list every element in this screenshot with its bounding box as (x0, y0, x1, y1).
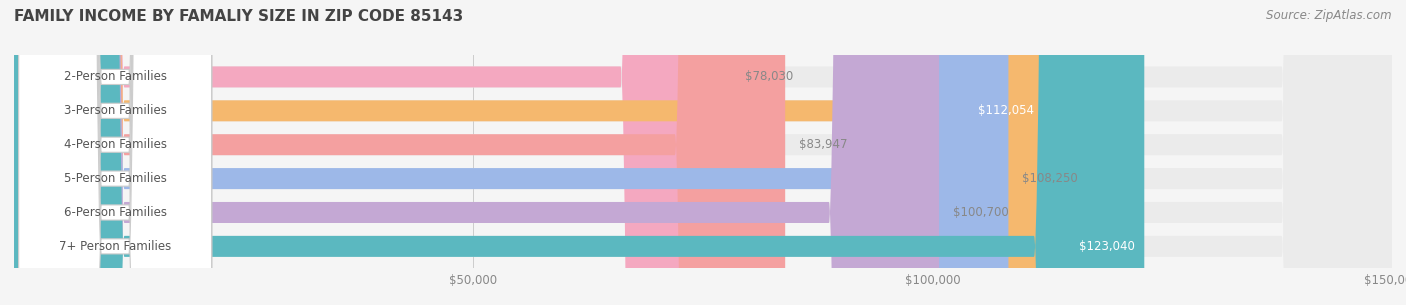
FancyBboxPatch shape (14, 0, 1144, 305)
Text: $108,250: $108,250 (1022, 172, 1078, 185)
FancyBboxPatch shape (14, 0, 731, 305)
Text: 6-Person Families: 6-Person Families (63, 206, 166, 219)
Text: 5-Person Families: 5-Person Families (63, 172, 166, 185)
Text: 7+ Person Families: 7+ Person Families (59, 240, 172, 253)
FancyBboxPatch shape (18, 0, 211, 305)
FancyBboxPatch shape (14, 0, 1392, 305)
FancyBboxPatch shape (14, 0, 939, 305)
FancyBboxPatch shape (14, 0, 1392, 305)
FancyBboxPatch shape (14, 0, 1392, 305)
FancyBboxPatch shape (18, 0, 211, 305)
FancyBboxPatch shape (18, 0, 211, 305)
Text: Source: ZipAtlas.com: Source: ZipAtlas.com (1267, 9, 1392, 22)
Text: $78,030: $78,030 (745, 70, 793, 84)
FancyBboxPatch shape (14, 0, 1392, 305)
FancyBboxPatch shape (18, 0, 211, 305)
Text: $123,040: $123,040 (1080, 240, 1135, 253)
FancyBboxPatch shape (14, 0, 1043, 305)
FancyBboxPatch shape (14, 0, 785, 305)
Text: 3-Person Families: 3-Person Families (63, 104, 166, 117)
Text: 2-Person Families: 2-Person Families (63, 70, 166, 84)
Text: FAMILY INCOME BY FAMALIY SIZE IN ZIP CODE 85143: FAMILY INCOME BY FAMALIY SIZE IN ZIP COD… (14, 9, 464, 24)
Text: 4-Person Families: 4-Person Families (63, 138, 166, 151)
Text: $100,700: $100,700 (953, 206, 1008, 219)
FancyBboxPatch shape (18, 0, 211, 305)
FancyBboxPatch shape (14, 0, 1392, 305)
FancyBboxPatch shape (18, 0, 211, 305)
FancyBboxPatch shape (14, 0, 1008, 305)
FancyBboxPatch shape (14, 0, 1392, 305)
Text: $83,947: $83,947 (799, 138, 848, 151)
Text: $112,054: $112,054 (979, 104, 1035, 117)
